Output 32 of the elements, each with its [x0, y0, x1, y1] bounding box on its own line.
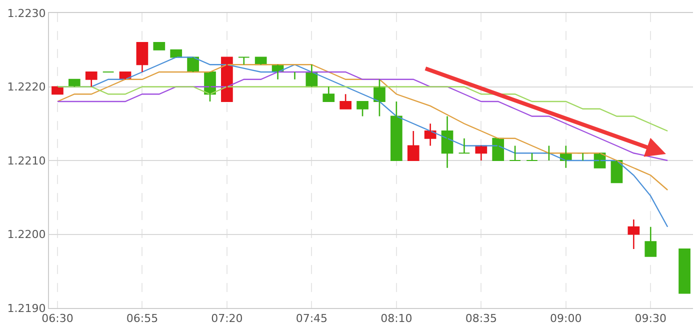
- candlestick: [238, 56, 250, 66]
- candlestick: [340, 93, 352, 110]
- x-tick-label: 08:35: [465, 312, 498, 326]
- x-tick-label: 09:30: [634, 312, 666, 326]
- candlestick: [153, 42, 166, 50]
- x-tick-label: 09:00: [550, 312, 582, 326]
- line-series: [56, 64, 668, 191]
- y-tick-label: 1.2190: [7, 302, 46, 315]
- y-tick-label: 1.2210: [7, 154, 46, 168]
- candlestick: [254, 56, 267, 66]
- candlestick: [678, 248, 690, 294]
- candlestick: [221, 56, 233, 102]
- y-tick-label: 1.2220: [7, 80, 46, 94]
- x-tick-label: 06:55: [126, 312, 158, 326]
- candlestick: [322, 86, 335, 102]
- candlestick: [458, 138, 470, 154]
- candlestick: [509, 145, 521, 162]
- x-tick-label: 07:45: [296, 312, 328, 326]
- candlestick: [610, 160, 623, 184]
- candlestick: [85, 71, 98, 88]
- y-tick-label: 1.2200: [7, 228, 46, 242]
- x-tick-label: 08:10: [380, 312, 412, 326]
- candlestick: [170, 49, 182, 58]
- x-tick-label: 06:30: [42, 312, 74, 326]
- candlestick: [187, 56, 199, 73]
- candlestick: [356, 100, 368, 117]
- x-tick-label: 07:20: [211, 312, 243, 326]
- candlestick: [594, 152, 606, 169]
- y-tick-label: 1.2230: [7, 6, 46, 20]
- candlestick: [390, 100, 402, 162]
- candlestick: [644, 226, 657, 258]
- candlestick: [492, 138, 504, 162]
